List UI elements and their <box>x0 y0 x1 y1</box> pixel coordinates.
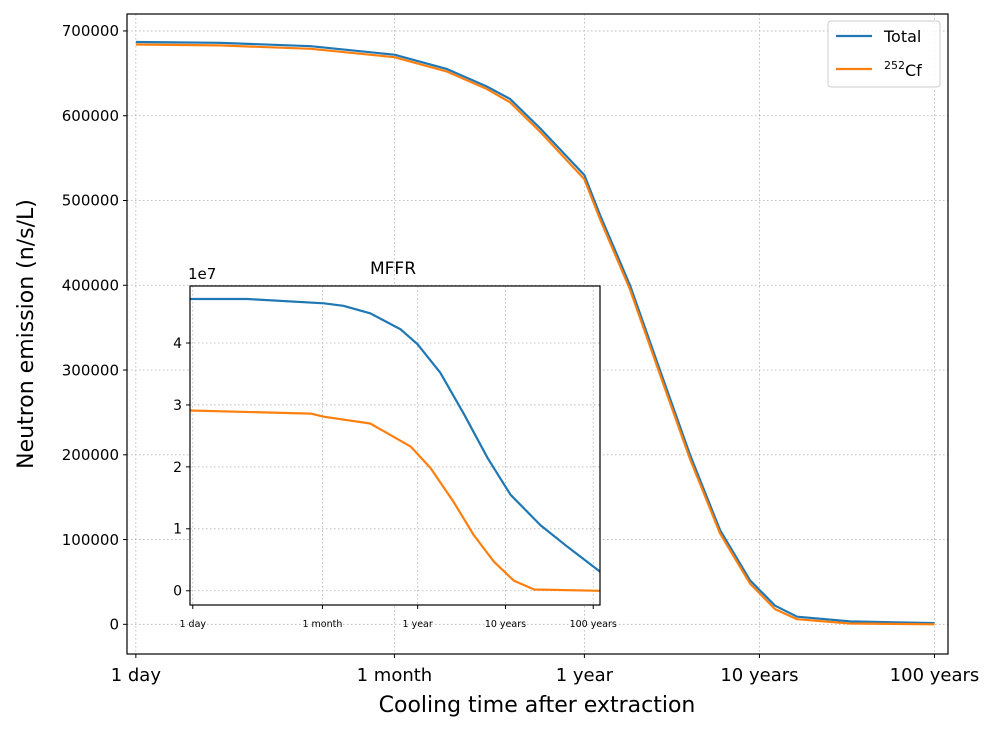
inset-x-tick-label: 1 year <box>403 619 433 630</box>
inset-y-tick-label: 4 <box>173 336 182 352</box>
main-y-tick-label: 700000 <box>62 22 119 40</box>
main-series-total-line <box>135 40 935 625</box>
main-y-tick-label: 100000 <box>62 531 119 549</box>
main-x-tick-label: 100 years <box>890 665 980 686</box>
inset-y-tick-label: 3 <box>173 398 182 414</box>
legend-element: Cf <box>905 61 922 80</box>
y-axis-label: Neutron emission (n/s/L) <box>14 199 39 469</box>
inset-plot-frame <box>189 285 601 606</box>
main-y-tick-label: 600000 <box>62 107 119 125</box>
inset-y-tick-label: 1 <box>173 522 182 538</box>
main-x-tick-label: 1 day <box>111 665 162 686</box>
main-y-tick-label: 0 <box>109 616 119 634</box>
main-series-cf252-line <box>135 43 935 626</box>
main-plot-frame <box>126 13 949 655</box>
main-x-tick-label: 1 year <box>556 665 614 686</box>
inset-series-cf252-line <box>189 409 601 592</box>
legend: Total 252Cf <box>827 20 941 88</box>
inset-title: MFFR <box>370 259 416 279</box>
main-x-tick-label: 1 month <box>357 665 433 686</box>
inset-x-tick-label: 1 month <box>302 619 342 630</box>
inset-x-tick-label: 100 years <box>570 619 617 630</box>
x-axis-label: Cooling time after extraction <box>379 693 696 718</box>
inset-y-multiplier: 1e7 <box>188 265 216 283</box>
main-y-tick-label: 500000 <box>62 192 119 210</box>
legend-label-cf252: 252Cf <box>884 59 922 80</box>
main-x-tick-label: 10 years <box>720 665 798 686</box>
legend-box <box>827 20 941 88</box>
main-y-tick-label: 300000 <box>62 361 119 379</box>
inset-series-total-line <box>190 297 601 573</box>
inset-x-tick-label: 1 day <box>179 619 206 630</box>
legend-label-total: Total <box>883 27 921 46</box>
inset-x-tick-label: 10 years <box>485 619 526 630</box>
legend-superscript: 252 <box>884 59 905 72</box>
inset-background <box>190 286 600 605</box>
main-y-tick-label: 200000 <box>62 446 119 464</box>
main-y-tick-label: 400000 <box>62 277 119 295</box>
inset-y-tick-label: 0 <box>173 584 182 600</box>
inset-y-tick-label: 2 <box>173 460 182 476</box>
